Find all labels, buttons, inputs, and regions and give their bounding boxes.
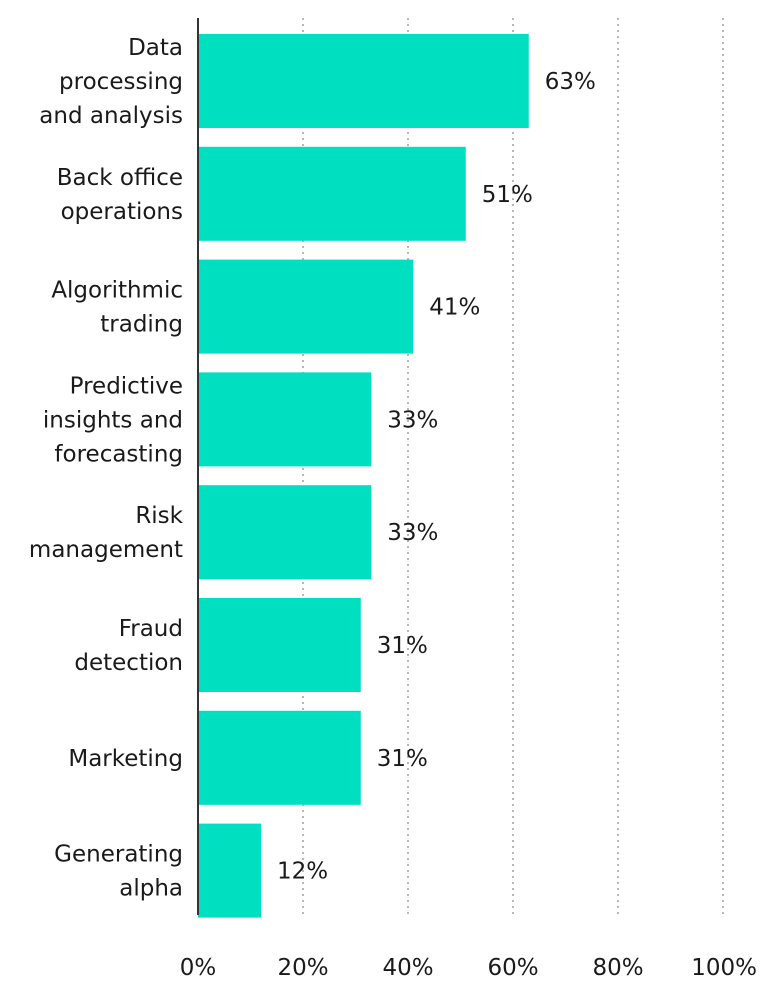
bar-5 xyxy=(198,598,361,692)
bar-3 xyxy=(198,372,372,467)
category-label-line: Marketing xyxy=(68,746,183,772)
category-label-line: Algorithmic xyxy=(51,278,183,304)
category-label-6: Marketing xyxy=(68,746,183,772)
category-label-line: management xyxy=(29,537,183,563)
category-label-line: Fraud xyxy=(119,616,183,642)
category-label-line: operations xyxy=(61,199,183,225)
value-label-6: 31% xyxy=(377,746,428,772)
category-label-line: alpha xyxy=(119,876,183,902)
x-tick-label-20: 20% xyxy=(277,955,328,981)
category-label-0: Data processing and analysis xyxy=(39,35,183,129)
value-label-7: 12% xyxy=(277,859,328,885)
x-tick-label-80: 80% xyxy=(592,955,643,981)
bar-4 xyxy=(198,485,372,580)
bar-6 xyxy=(198,710,361,805)
value-labels: 63% 51% 41% 33% 33% 31% 31% 12% xyxy=(277,69,596,885)
value-label-4: 33% xyxy=(387,520,438,546)
category-label-line: Data xyxy=(128,35,183,61)
value-label-0: 63% xyxy=(545,69,596,95)
category-label-3: Predictive insights and forecasting xyxy=(43,373,183,467)
category-label-line: and analysis xyxy=(39,103,183,129)
category-label-1: Back office operations xyxy=(57,165,183,225)
bar-0 xyxy=(198,34,529,128)
category-label-line: processing xyxy=(59,69,183,95)
bar-2 xyxy=(198,259,414,354)
category-label-5: Fraud detection xyxy=(74,616,183,676)
category-label-line: forecasting xyxy=(54,441,183,467)
category-label-line: detection xyxy=(74,650,183,676)
value-label-3: 33% xyxy=(387,407,438,433)
bar-1 xyxy=(198,146,466,241)
category-label-line: Predictive xyxy=(70,373,183,399)
category-label-2: Algorithmic trading xyxy=(51,278,183,338)
category-label-7: Generating alpha xyxy=(54,842,183,902)
category-label-4: Risk management xyxy=(29,503,184,563)
category-labels: Data processing and analysis Back office ope… xyxy=(29,35,184,902)
x-tick-label-0: 0% xyxy=(180,955,217,981)
category-label-line: insights and xyxy=(43,407,183,433)
x-tick-label-40: 40% xyxy=(382,955,433,981)
category-label-line: Risk xyxy=(135,503,183,529)
x-tick-labels: 0% 20% 40% 60% 80% 100% xyxy=(180,955,757,981)
bar-7 xyxy=(198,823,261,918)
value-label-5: 31% xyxy=(377,633,428,659)
value-label-1: 51% xyxy=(482,182,533,208)
category-label-line: Back office xyxy=(57,165,183,191)
category-label-line: trading xyxy=(100,312,183,338)
category-label-line: Generating xyxy=(54,842,183,868)
x-tick-label-100: 100% xyxy=(691,955,757,981)
x-tick-label-60: 60% xyxy=(487,955,538,981)
bars xyxy=(198,34,529,918)
value-label-2: 41% xyxy=(429,295,480,321)
